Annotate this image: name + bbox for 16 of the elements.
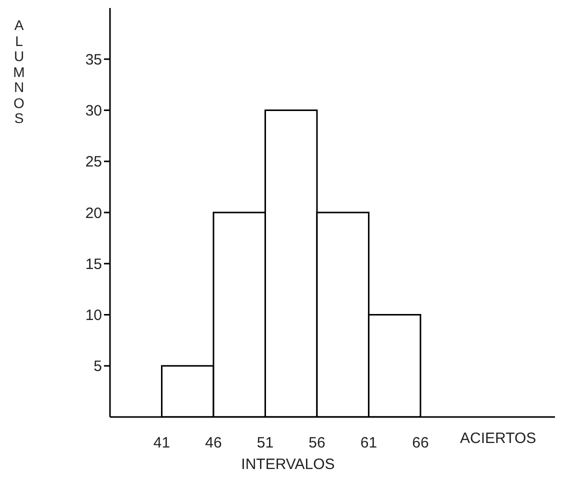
x-tick-label: 51 — [256, 434, 274, 452]
y-tick-label: 5 — [94, 358, 102, 376]
x-tick-label: 66 — [412, 434, 429, 452]
y-axis-title: ALUMNOS — [12, 17, 26, 126]
y-tick-label: 25 — [85, 154, 102, 171]
x-tick-label: 61 — [360, 434, 378, 452]
y-tick-label: 20 — [85, 204, 102, 222]
x-axis-title: INTERVALOS — [240, 456, 336, 473]
y-tick-label: 15 — [85, 256, 102, 273]
y-tick-label: 30 — [85, 102, 102, 120]
y-tick-label: 35 — [85, 51, 102, 68]
x-tick-label: 46 — [205, 434, 222, 452]
x-tick-label: 41 — [153, 434, 170, 452]
text: ACIERTOS — [460, 430, 536, 447]
x-tick-label: 56 — [308, 434, 326, 452]
y-tick-label: 10 — [85, 307, 102, 324]
